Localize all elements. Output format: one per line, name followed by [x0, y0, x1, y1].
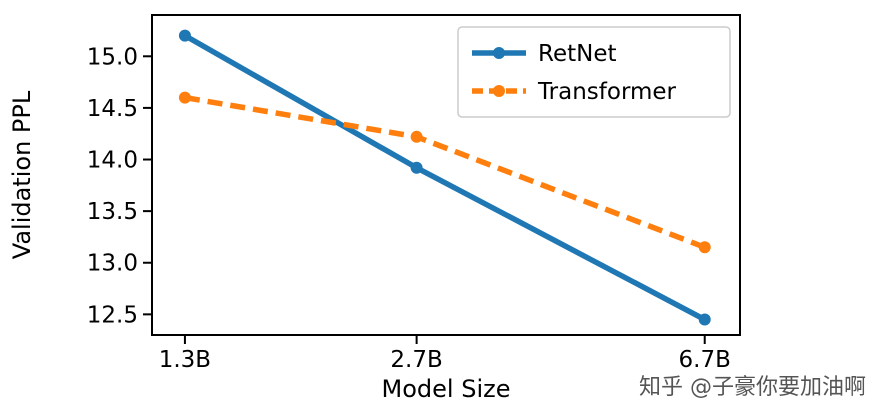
series-marker-retnet [410, 161, 423, 174]
x-tick-label: 1.3B [159, 347, 211, 373]
series-marker-transformer [178, 91, 191, 104]
y-tick-label: 13.5 [87, 199, 138, 225]
legend-label-retnet: RetNet [538, 41, 617, 67]
x-tick-label: 2.7B [390, 347, 442, 373]
plot-border [151, 14, 741, 336]
watermark: 知乎 @子豪你要加油啊 [639, 375, 866, 400]
x-tick-label: 6.7B [679, 347, 731, 373]
legend-box [457, 26, 731, 118]
y-tick-label: 14.5 [87, 96, 138, 122]
series-marker-transformer [410, 130, 423, 143]
series-marker-retnet [698, 313, 711, 326]
y-tick-label: 14.0 [87, 148, 138, 174]
y-tick-label: 12.5 [87, 302, 138, 328]
y-axis-title: Validation PPL [8, 90, 36, 259]
legend-marker-retnet [493, 47, 505, 59]
series-marker-retnet [178, 29, 191, 42]
legend-marker-transformer [493, 85, 505, 97]
series-marker-transformer [698, 241, 711, 254]
x-axis-title: Model Size [382, 375, 511, 403]
y-tick-label: 15.0 [87, 44, 138, 70]
y-tick-label: 13.0 [87, 251, 138, 277]
series-line-transformer [184, 94, 706, 250]
legend-label-transformer: Transformer [537, 79, 677, 105]
